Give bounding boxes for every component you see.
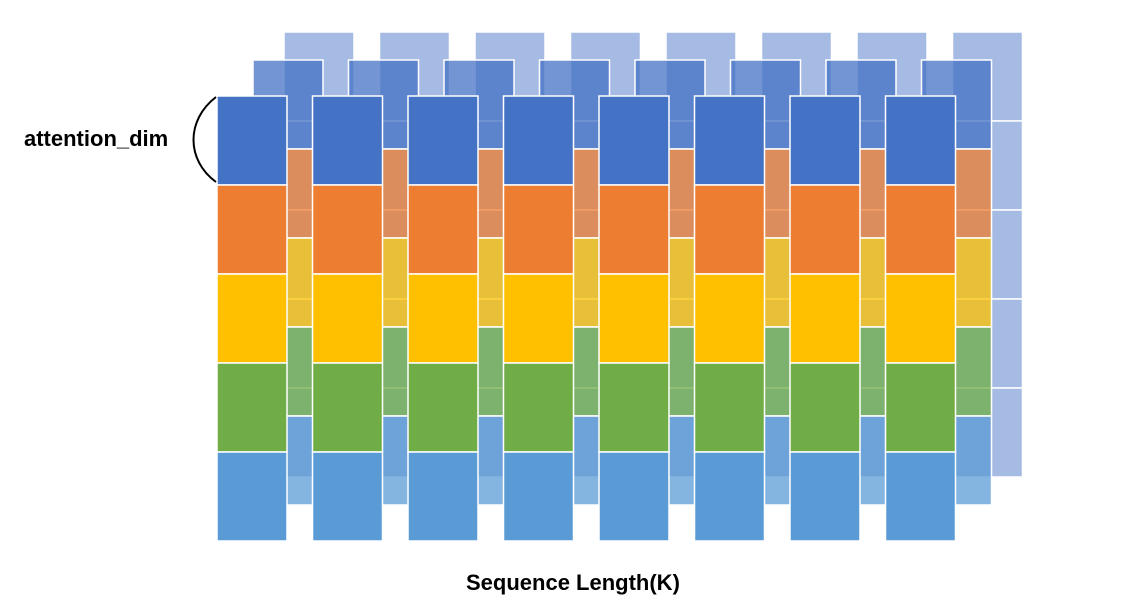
front-segment-yellow — [693, 273, 766, 364]
front-segment-green — [502, 362, 575, 453]
front-segment-blue-light — [407, 451, 479, 542]
front-segment-green — [311, 362, 384, 453]
front-segment-blue-dark — [884, 95, 957, 186]
front-segment-blue-light — [311, 451, 384, 542]
front-segment-orange — [502, 184, 575, 275]
attention-dim-label: attention_dim — [24, 126, 169, 151]
sequence-length-axis-label: Sequence Length(K) — [466, 570, 680, 595]
front-segment-blue-dark — [693, 95, 766, 186]
front-column-7 — [789, 95, 861, 542]
front-segment-yellow — [789, 273, 861, 364]
front-segment-orange — [216, 184, 288, 275]
front-segment-green — [789, 362, 861, 453]
front-segment-orange — [884, 184, 957, 275]
front-segment-blue-dark — [598, 95, 670, 186]
front-segment-blue-dark — [789, 95, 861, 186]
front-segment-orange — [789, 184, 861, 275]
attention-dim-brace — [192, 96, 217, 183]
front-segment-green — [884, 362, 957, 453]
front-segment-blue-dark — [216, 95, 288, 186]
front-column-4 — [502, 95, 575, 542]
front-column-6 — [693, 95, 766, 542]
front-segment-green — [598, 362, 670, 453]
front-segment-green — [407, 362, 479, 453]
front-segment-yellow — [407, 273, 479, 364]
front-segment-blue-light — [502, 451, 575, 542]
front-segment-yellow — [311, 273, 384, 364]
front-segment-blue-light — [598, 451, 670, 542]
front-segment-yellow — [598, 273, 670, 364]
front-segment-orange — [311, 184, 384, 275]
front-segment-blue-light — [884, 451, 957, 542]
front-segment-blue-dark — [502, 95, 575, 186]
front-segment-green — [693, 362, 766, 453]
front-segment-blue-dark — [407, 95, 479, 186]
front-segment-blue-light — [216, 451, 288, 542]
front-column-2 — [311, 95, 384, 542]
front-segment-orange — [693, 184, 766, 275]
front-segment-yellow — [884, 273, 957, 364]
front-segment-blue-light — [789, 451, 861, 542]
front-segment-orange — [407, 184, 479, 275]
front-segment-green — [216, 362, 288, 453]
front-segment-blue-dark — [311, 95, 384, 186]
front-column-8 — [884, 95, 957, 542]
front-segment-orange — [598, 184, 670, 275]
front-segment-blue-light — [693, 451, 766, 542]
front-layer — [216, 95, 957, 542]
front-column-3 — [407, 95, 479, 542]
front-segment-yellow — [502, 273, 575, 364]
front-column-1 — [216, 95, 288, 542]
front-column-5 — [598, 95, 670, 542]
front-segment-yellow — [216, 273, 288, 364]
